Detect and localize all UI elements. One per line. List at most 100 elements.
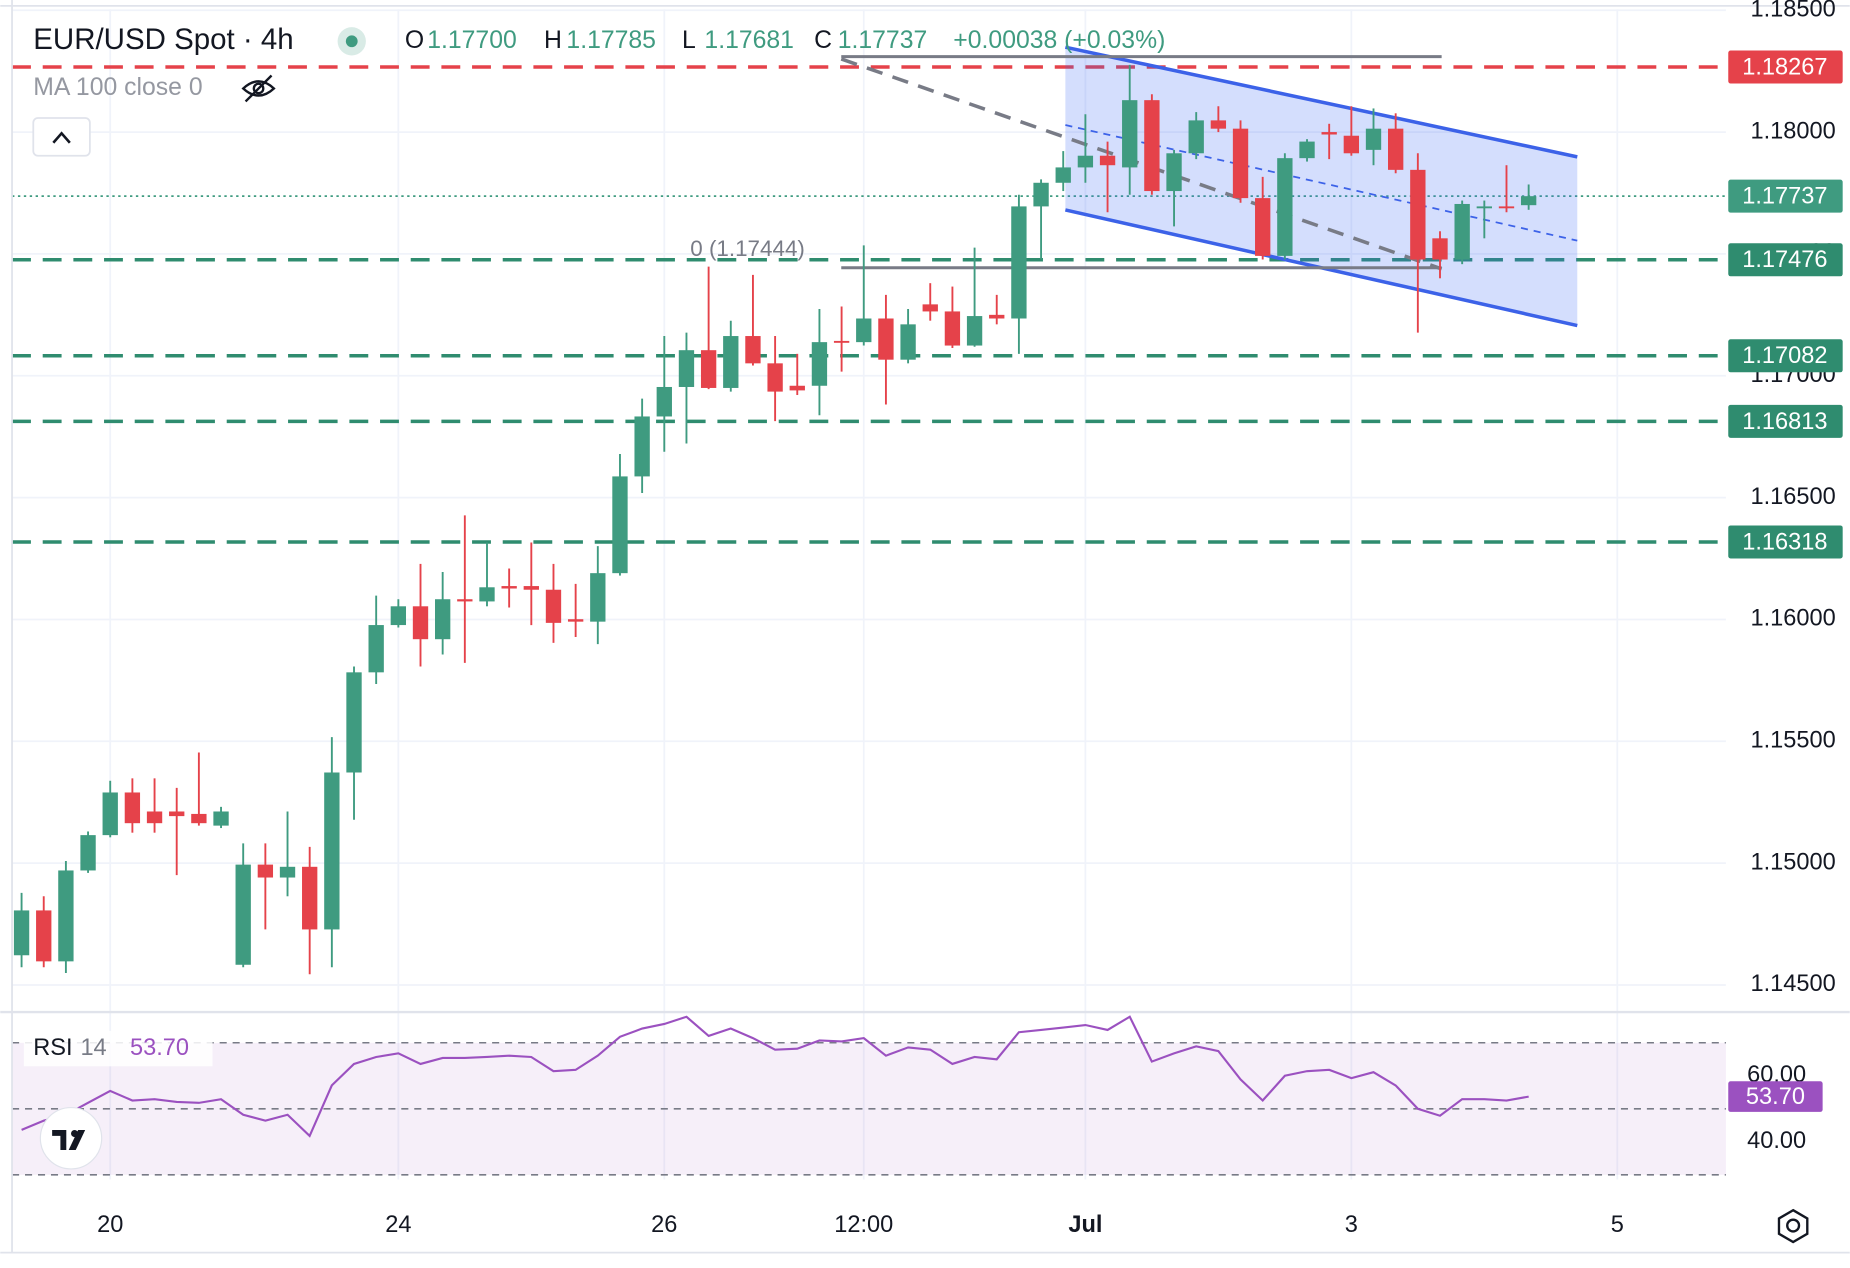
level-tag-label: 1.16813 (1742, 408, 1827, 434)
candle-body (1210, 120, 1227, 129)
candle-body (1321, 132, 1337, 135)
y-tick-label: 1.14500 (1751, 970, 1836, 996)
level-tag (1728, 50, 1843, 84)
candle-body (302, 866, 318, 930)
level-tag-label: 1.16318 (1742, 528, 1827, 554)
candle-body (412, 606, 429, 640)
candle-body (789, 385, 805, 391)
candle-body (1188, 120, 1204, 154)
level-tag-label: 1.18267 (1742, 53, 1827, 79)
candle-body (257, 864, 274, 878)
hide-icon[interactable] (241, 74, 276, 103)
candle-body (1055, 167, 1071, 183)
status-dot (345, 35, 358, 48)
logo-dot[interactable] (71, 1129, 79, 1138)
candle-body (235, 864, 251, 965)
candle-body (745, 336, 761, 364)
level-tag-label: 1.17082 (1742, 342, 1827, 368)
y-tick-label: 1.16500 (1751, 483, 1836, 509)
candle-body (545, 589, 562, 623)
candle-body (700, 350, 717, 388)
fib-label: 0 (1.17444) (690, 236, 805, 261)
candle-body (678, 350, 695, 387)
candle-body (723, 336, 739, 388)
candle-body (612, 476, 628, 574)
level-tag-label: 1.17476 (1742, 246, 1827, 272)
ohlc-value: 1.17785 (566, 27, 656, 54)
candle-body (1343, 135, 1360, 154)
candle-body (878, 318, 894, 360)
candle-body (1077, 155, 1094, 168)
drawings: 0 (1.17444) (690, 45, 1578, 328)
rsi-tick-label: 40.00 (1747, 1127, 1806, 1153)
y-tick-label: 1.18000 (1751, 117, 1836, 143)
channel-top (1064, 45, 1578, 159)
candle-body (1432, 238, 1448, 260)
collapse-button[interactable] (32, 117, 91, 157)
candle-body (80, 835, 96, 871)
change: +0.00038 (+0.03%) (953, 27, 1165, 54)
candle-body (501, 586, 517, 589)
x-tick-label: 12:00 (834, 1211, 893, 1237)
candle-body (567, 619, 584, 622)
logo-circle[interactable] (39, 1106, 103, 1170)
candle-body (1033, 182, 1049, 207)
logo[interactable] (39, 1106, 103, 1170)
ohlc-key: O (405, 27, 424, 54)
button-frame[interactable] (32, 117, 91, 157)
rsi-value: 53.70 (130, 1034, 189, 1060)
ohlc-key: C (814, 27, 832, 54)
eye-slash[interactable] (244, 74, 273, 103)
x-tick-label: 20 (97, 1211, 123, 1237)
eye-pupil[interactable] (252, 82, 265, 95)
candle-body (1122, 100, 1138, 168)
candle-body (1410, 169, 1426, 260)
candle-body (989, 314, 1005, 319)
x-tick-label: 3 (1345, 1211, 1358, 1237)
candle-body (1166, 153, 1182, 192)
gear-hole[interactable] (1786, 1218, 1801, 1233)
symbol-title: EUR/USD Spot · 4h (33, 23, 293, 56)
rsi-legend-bg (23, 1030, 213, 1067)
settings-button[interactable] (1777, 1208, 1809, 1244)
candle-body (1454, 203, 1470, 260)
ohlc-value: 1.17700 (427, 27, 517, 54)
candle-body (324, 772, 340, 930)
candle-body (58, 870, 74, 962)
x-tick-label: 24 (385, 1211, 411, 1237)
rsi-period: 14 (80, 1034, 106, 1060)
candle-body (1299, 141, 1315, 159)
indicator-label: MA 100 close 0 (33, 74, 202, 101)
candle-body (1520, 196, 1537, 206)
y-tick-label: 1.16000 (1751, 605, 1836, 631)
candle-body (390, 606, 407, 626)
candle-body (1498, 206, 1515, 209)
candle-body (944, 311, 961, 346)
ohlc-value: 1.17681 (704, 27, 794, 54)
candle-body (1476, 206, 1492, 209)
x-tick-label: Jul (1068, 1211, 1102, 1237)
candle-body (833, 340, 850, 343)
gear[interactable] (1777, 1208, 1809, 1244)
y-tick-label: 1.15500 (1751, 727, 1836, 753)
ohlc-key: L (682, 27, 696, 54)
candle-body (434, 599, 451, 640)
candle-body (213, 811, 229, 826)
candle-body (1099, 155, 1116, 166)
candle-body (102, 792, 118, 836)
y-tick-label: 1.15000 (1751, 848, 1836, 874)
candle-body (1011, 206, 1027, 319)
candle-body (922, 304, 938, 312)
candle-body (900, 324, 916, 360)
chevron[interactable] (52, 131, 71, 144)
level-tag (1728, 404, 1843, 438)
candle-body (523, 586, 539, 590)
candle-body (590, 573, 606, 622)
level-tag (1728, 339, 1843, 373)
channel-mid (1065, 124, 1578, 242)
candle-body (457, 599, 473, 602)
